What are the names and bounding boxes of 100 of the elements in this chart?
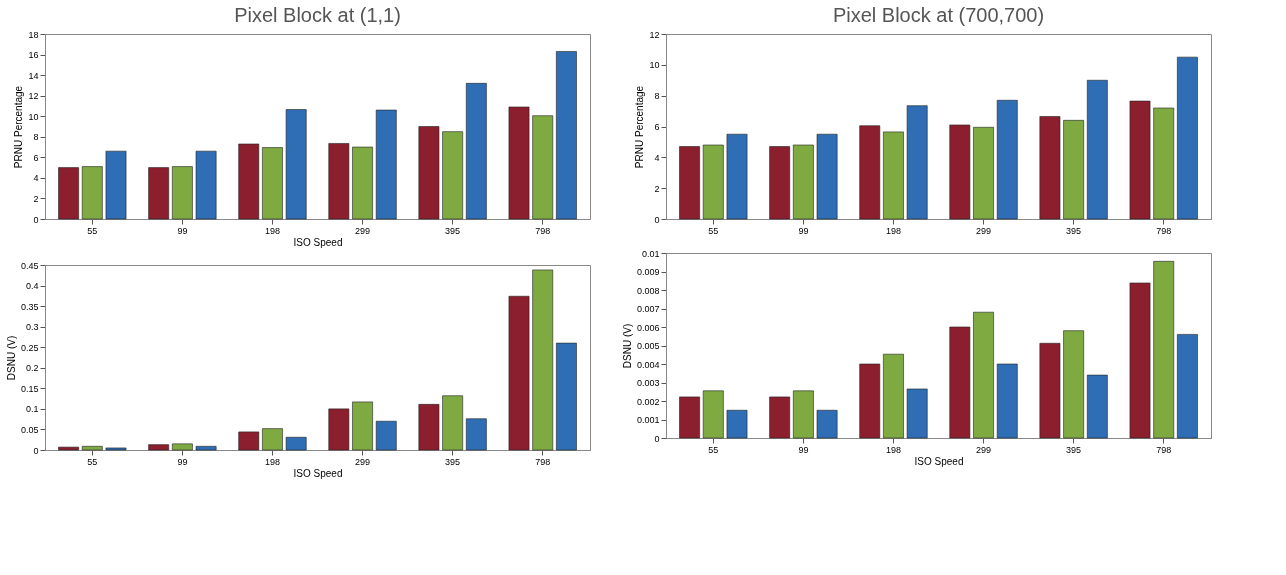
x-tick-label: 395 bbox=[1066, 225, 1082, 236]
bar bbox=[238, 431, 260, 451]
y-tick-label: 0.008 bbox=[636, 285, 660, 296]
bar bbox=[418, 126, 440, 220]
bar bbox=[105, 447, 127, 451]
x-tick-label: 395 bbox=[1066, 444, 1082, 455]
bar bbox=[906, 388, 928, 439]
x-tick-label: 198 bbox=[264, 225, 280, 236]
y-tick-label: 2 bbox=[33, 193, 39, 204]
bar bbox=[679, 146, 700, 220]
chart-title: Pixel Block at (1,1) bbox=[234, 4, 401, 26]
y-tick-label: 10 bbox=[649, 60, 660, 71]
bar bbox=[81, 166, 103, 220]
bar bbox=[1153, 107, 1175, 220]
y-axis-title: DSNU (V) bbox=[621, 323, 633, 369]
x-tick-label: 299 bbox=[976, 225, 992, 236]
x-tick-label: 299 bbox=[355, 225, 371, 236]
x-axis-title: ISO Speed bbox=[914, 455, 964, 467]
x-tick-label: 99 bbox=[798, 444, 809, 455]
x-tick-label: 55 bbox=[708, 225, 719, 236]
chart-title: Pixel Block at (700,700) bbox=[832, 4, 1045, 26]
bar bbox=[238, 143, 260, 220]
y-tick-label: 0.45 bbox=[20, 260, 39, 271]
x-tick-label: 55 bbox=[708, 444, 719, 455]
x-axis-title: ISO Speed bbox=[293, 236, 343, 248]
bar bbox=[726, 133, 748, 220]
bar bbox=[328, 143, 350, 220]
bar bbox=[105, 150, 127, 220]
bar bbox=[726, 409, 748, 439]
bar bbox=[883, 131, 904, 220]
y-tick-label: 0 bbox=[654, 433, 660, 444]
x-tick-label: 198 bbox=[885, 444, 901, 455]
bar bbox=[172, 166, 193, 220]
bar bbox=[328, 408, 350, 451]
x-tick-label: 198 bbox=[885, 225, 901, 236]
y-tick-label: 4 bbox=[654, 152, 660, 163]
bar bbox=[1039, 342, 1061, 439]
x-tick-label: 798 bbox=[1156, 444, 1172, 455]
bar bbox=[793, 144, 814, 220]
x-tick-label: 198 bbox=[264, 456, 280, 467]
bar bbox=[465, 83, 487, 220]
y-tick-label: 0.1 bbox=[25, 404, 39, 415]
y-tick-label: 10 bbox=[28, 111, 39, 122]
y-tick-label: 16 bbox=[28, 50, 39, 61]
bar bbox=[172, 443, 193, 451]
y-tick-label: 0 bbox=[654, 214, 660, 225]
y-tick-label: 0.25 bbox=[20, 342, 39, 353]
x-tick-label: 798 bbox=[535, 456, 551, 467]
bar bbox=[702, 390, 724, 439]
bar bbox=[195, 150, 217, 220]
bar bbox=[195, 446, 217, 451]
y-tick-label: 0.009 bbox=[636, 267, 660, 277]
bar bbox=[996, 99, 1018, 220]
bar bbox=[442, 395, 463, 451]
y-tick-label: 0.005 bbox=[636, 341, 660, 351]
y-tick-label: 0.3 bbox=[25, 322, 39, 333]
y-axis-title: PRNU Percentage bbox=[634, 85, 646, 169]
bar bbox=[679, 396, 700, 439]
y-tick-label: 8 bbox=[654, 91, 660, 102]
bar bbox=[58, 446, 79, 451]
y-tick-label: 4 bbox=[33, 173, 39, 184]
bar bbox=[375, 420, 397, 451]
bar bbox=[702, 144, 724, 220]
y-tick-label: 0.007 bbox=[636, 304, 660, 314]
x-tick-label: 299 bbox=[355, 456, 371, 467]
x-tick-label: 395 bbox=[445, 456, 461, 467]
y-tick-label: 0.006 bbox=[636, 322, 660, 333]
y-tick-label: 0.001 bbox=[636, 415, 660, 425]
bar bbox=[352, 401, 373, 451]
bar bbox=[532, 115, 554, 220]
y-tick-label: 0.4 bbox=[25, 281, 39, 292]
bar bbox=[532, 269, 554, 451]
y-axis-title: DSNU (V) bbox=[5, 335, 17, 381]
bar bbox=[285, 109, 307, 220]
y-tick-label: 12 bbox=[649, 29, 660, 40]
y-tick-label: 0.2 bbox=[25, 363, 39, 374]
bar bbox=[769, 146, 791, 220]
bar bbox=[1129, 282, 1151, 439]
bar bbox=[58, 167, 79, 220]
bar bbox=[1129, 100, 1151, 220]
y-tick-label: 0.35 bbox=[20, 301, 39, 312]
bar bbox=[1086, 374, 1108, 439]
y-tick-label: 6 bbox=[33, 152, 39, 163]
x-tick-label: 55 bbox=[87, 225, 98, 236]
y-tick-label: 0.15 bbox=[20, 383, 39, 394]
bar bbox=[1063, 120, 1084, 220]
bar bbox=[996, 363, 1018, 439]
bar bbox=[556, 342, 577, 451]
x-tick-label: 395 bbox=[445, 225, 461, 236]
y-tick-label: 0.003 bbox=[636, 378, 660, 388]
x-tick-label: 55 bbox=[87, 456, 98, 467]
bar bbox=[556, 51, 577, 220]
y-tick-label: 0 bbox=[33, 445, 39, 456]
bar bbox=[1177, 56, 1198, 220]
bar bbox=[81, 446, 103, 451]
bar bbox=[816, 409, 838, 439]
x-tick-label: 798 bbox=[535, 225, 551, 236]
bar bbox=[949, 124, 971, 220]
x-tick-label: 99 bbox=[177, 456, 188, 467]
bar bbox=[1177, 334, 1198, 439]
